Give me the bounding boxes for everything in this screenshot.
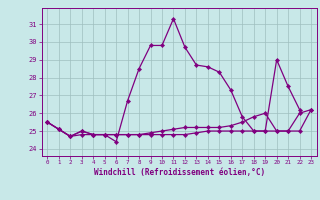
X-axis label: Windchill (Refroidissement éolien,°C): Windchill (Refroidissement éolien,°C): [94, 168, 265, 177]
